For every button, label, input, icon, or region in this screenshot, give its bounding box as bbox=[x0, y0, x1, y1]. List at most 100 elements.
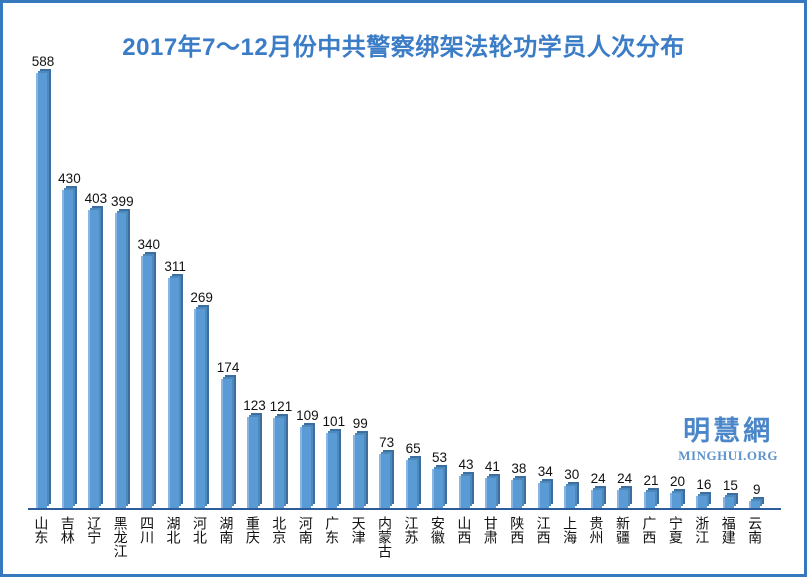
bar bbox=[379, 454, 391, 508]
x-axis-line bbox=[28, 508, 781, 510]
bar-value-label: 38 bbox=[511, 461, 527, 476]
category-label: 江苏 bbox=[403, 516, 420, 544]
bar-column: 174 bbox=[213, 360, 239, 508]
bar bbox=[299, 427, 311, 508]
bar bbox=[537, 483, 549, 508]
bar-value-label: 53 bbox=[432, 450, 448, 465]
bar bbox=[114, 213, 126, 508]
category-cell: 天津 bbox=[345, 516, 371, 558]
category-cell: 湖南 bbox=[213, 516, 239, 558]
category-label: 陕西 bbox=[509, 516, 526, 544]
bar bbox=[670, 493, 681, 508]
bar bbox=[247, 417, 258, 508]
category-label: 黑龙江 bbox=[112, 516, 129, 558]
category-cell: 安徽 bbox=[425, 516, 451, 558]
category-label: 四川 bbox=[139, 516, 156, 544]
bar bbox=[458, 476, 470, 508]
category-label: 辽宁 bbox=[86, 516, 103, 544]
bar-value-label: 30 bbox=[564, 467, 580, 482]
category-label: 上海 bbox=[562, 516, 579, 544]
category-label: 贵州 bbox=[588, 516, 605, 544]
bar-value-label: 15 bbox=[722, 478, 738, 493]
category-cell: 河南 bbox=[292, 516, 318, 558]
bar bbox=[643, 492, 655, 508]
category-label: 山东 bbox=[33, 516, 50, 544]
bar-column: 101 bbox=[319, 414, 345, 508]
category-label: 河南 bbox=[297, 516, 314, 544]
category-label: 甘肃 bbox=[482, 516, 499, 544]
bar bbox=[432, 469, 444, 508]
bar bbox=[352, 435, 364, 508]
category-cell: 江苏 bbox=[398, 516, 424, 558]
bar bbox=[326, 433, 338, 508]
bar-column: 403 bbox=[81, 191, 107, 508]
bar bbox=[220, 379, 232, 508]
category-cell: 贵州 bbox=[583, 516, 609, 558]
category-label: 重庆 bbox=[244, 516, 261, 544]
category-label: 山西 bbox=[456, 516, 473, 544]
bar-value-label: 99 bbox=[352, 416, 368, 431]
bar bbox=[722, 497, 734, 508]
bars-area: 588 430 403 399 340 311 269 174 123 121 109 101 99 73… bbox=[28, 54, 768, 508]
bar bbox=[194, 309, 206, 508]
chart-title: 2017年7～12月份中共警察绑架法轮功学员人次分布 bbox=[122, 34, 685, 61]
category-cell: 辽宁 bbox=[81, 516, 107, 558]
bar-column: 588 bbox=[28, 54, 54, 508]
category-cell: 内蒙古 bbox=[372, 516, 398, 558]
bar bbox=[405, 460, 417, 508]
bar-value-label: 123 bbox=[243, 398, 266, 413]
category-cell: 北京 bbox=[266, 516, 292, 558]
bar-column: 15 bbox=[715, 478, 741, 508]
bar-value-label: 311 bbox=[164, 259, 186, 274]
bar-value-label: 340 bbox=[137, 237, 161, 252]
x-axis-labels-row: 山东 吉林 辽宁 黑龙江 四川 湖北 河北 湖南 重庆 北京 河南 广东 天津 内蒙古 江苏 安徽 山西 甘肃 陕西… bbox=[28, 516, 768, 558]
watermark-logo-text: 明慧網 bbox=[683, 416, 774, 446]
category-label: 吉林 bbox=[59, 516, 76, 544]
bar bbox=[61, 190, 73, 508]
category-label: 云南 bbox=[747, 516, 764, 544]
bar bbox=[511, 480, 523, 508]
category-cell: 重庆 bbox=[240, 516, 266, 558]
category-label: 内蒙古 bbox=[377, 516, 394, 558]
bar-column: 340 bbox=[134, 237, 160, 508]
bar-column: 53 bbox=[425, 450, 451, 508]
category-label: 河北 bbox=[191, 516, 208, 544]
category-cell: 陕西 bbox=[504, 516, 530, 558]
bar-column: 123 bbox=[240, 398, 266, 508]
bar bbox=[590, 490, 602, 508]
bar bbox=[273, 418, 285, 508]
bar-column: 43 bbox=[451, 457, 477, 508]
bar-value-label: 588 bbox=[31, 54, 55, 69]
category-label: 江西 bbox=[535, 516, 552, 544]
category-cell: 新疆 bbox=[610, 516, 636, 558]
bar-value-label: 121 bbox=[269, 399, 293, 414]
bar-value-label: 403 bbox=[84, 191, 108, 206]
bar bbox=[617, 490, 629, 508]
bar bbox=[564, 486, 576, 508]
bar-value-label: 41 bbox=[484, 459, 500, 474]
bar-value-label: 24 bbox=[590, 471, 606, 486]
bar-value-label: 43 bbox=[458, 457, 474, 472]
bar-column: 121 bbox=[266, 399, 292, 508]
bar-value-label: 21 bbox=[643, 473, 659, 488]
category-cell: 广西 bbox=[636, 516, 662, 558]
bar-column: 73 bbox=[372, 435, 398, 508]
bar-column: 21 bbox=[636, 473, 662, 508]
category-cell: 湖北 bbox=[160, 516, 186, 558]
category-label: 广西 bbox=[641, 516, 658, 544]
bar-value-label: 101 bbox=[322, 414, 346, 429]
bar-column: 109 bbox=[292, 408, 319, 508]
bar-value-label: 9 bbox=[753, 482, 761, 497]
category-cell: 上海 bbox=[557, 516, 583, 558]
category-cell: 甘肃 bbox=[477, 516, 503, 558]
bar-column: 269 bbox=[187, 290, 213, 508]
category-label: 天津 bbox=[350, 516, 367, 544]
bar bbox=[141, 256, 153, 508]
category-cell: 宁夏 bbox=[663, 516, 689, 558]
category-label: 北京 bbox=[271, 516, 288, 544]
bar-value-label: 24 bbox=[617, 471, 633, 486]
bar-column: 16 bbox=[689, 477, 715, 508]
category-label: 广东 bbox=[324, 516, 341, 544]
category-cell: 广东 bbox=[319, 516, 345, 558]
